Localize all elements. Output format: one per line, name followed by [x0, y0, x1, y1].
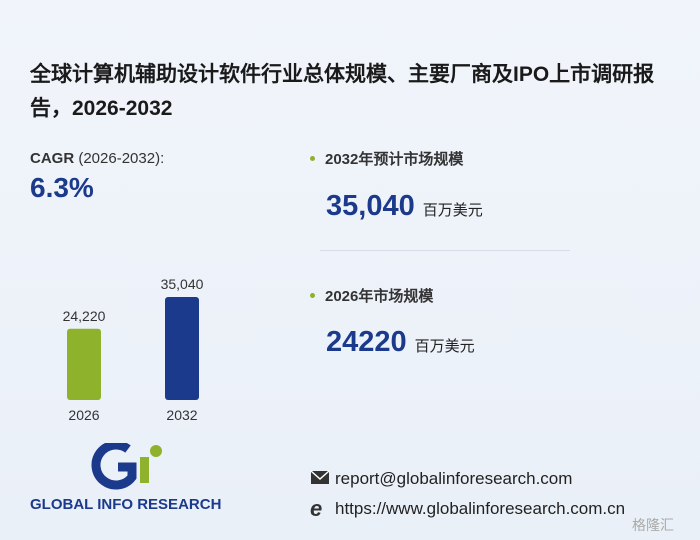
email: report@globalinforesearch.com [335, 469, 573, 488]
divider [320, 250, 570, 251]
bar [67, 328, 101, 400]
cagr-label: CAGR (2026-2032): [30, 150, 164, 167]
category-label: 2032 [166, 407, 197, 423]
logo-text: GLOBAL INFO RESEARCH [30, 496, 222, 513]
cagr-value: 6.3% [30, 172, 94, 203]
stat: 24220 百万美元 [326, 326, 475, 359]
logo-g [91, 443, 137, 490]
title: 全球计算机辅助设计软件行业总体规模、主要厂商及IPO上市调研报告，2026-20… [30, 63, 655, 120]
stat-unit: 百万美元 [414, 338, 475, 355]
stat-label: 2032年预计市场规模 [310, 148, 463, 169]
corner-mark: 格隆汇 [632, 517, 674, 533]
bar [165, 297, 199, 400]
logo-mark [91, 443, 162, 490]
email-icon [310, 470, 330, 484]
stat-value: 24220 [326, 326, 407, 358]
web-icon: e [310, 496, 323, 521]
cagr-period: (2026-2032): [78, 150, 165, 167]
stat-label: 2026年市场规模 [310, 285, 433, 306]
stat-value: 35,040 [326, 190, 415, 222]
logo-dot [150, 445, 162, 457]
value-label: 24,220 [63, 308, 106, 324]
website: https://www.globalinforesearch.com.cn [335, 499, 626, 518]
stat-unit: 百万美元 [422, 202, 483, 219]
value-label: 35,040 [161, 276, 204, 292]
logo-i [140, 457, 149, 483]
bar-chart: 24,220 2026 35,040 2032 [63, 276, 204, 423]
stat: 35,040 百万美元 [326, 190, 483, 223]
cagr-name: CAGR [30, 150, 75, 167]
category-label: 2026 [68, 407, 99, 423]
